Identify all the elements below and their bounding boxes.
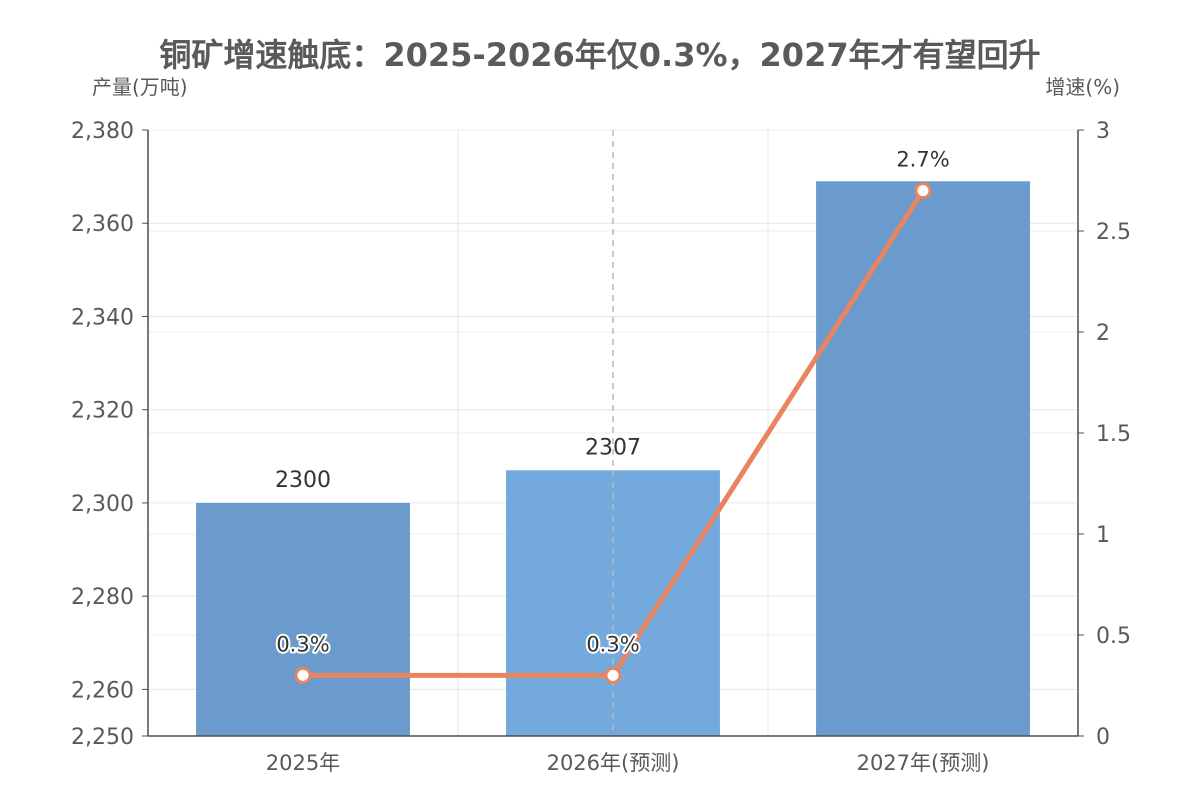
bar — [816, 181, 1030, 736]
right-tick-label: 3 — [1096, 119, 1110, 144]
bar-value-label: 2300 — [275, 468, 331, 493]
left-tick-label: 2,360 — [71, 212, 134, 237]
x-tick-label: 2025年 — [266, 751, 340, 775]
left-axis-title: 产量(万吨) — [92, 75, 188, 99]
growth-point — [294, 666, 312, 684]
x-tick-label: 2027年(预测) — [857, 751, 990, 775]
right-tick-label: 0.5 — [1096, 624, 1131, 649]
right-tick-label: 0 — [1096, 725, 1110, 750]
growth-value-label: 2.7% — [896, 148, 949, 172]
growth-value-label: 0.3% — [276, 632, 329, 656]
right-tick-label: 2 — [1096, 321, 1110, 346]
growth-point — [604, 666, 622, 684]
left-tick-label: 2,300 — [71, 492, 134, 517]
growth-point — [914, 182, 932, 200]
x-tick-label: 2026年(预测) — [547, 751, 680, 775]
right-tick-label: 2.5 — [1096, 220, 1131, 245]
label-layer: 2300 2307 0.3% 0.3% 2.7% — [274, 146, 951, 659]
axis-layer: 2,250 2,260 2,280 2,300 2,320 2,340 2,360 2,380… — [71, 119, 1131, 775]
left-tick-label: 2,340 — [71, 305, 134, 330]
left-tick-label: 2,320 — [71, 399, 134, 424]
left-tick-label: 2,260 — [71, 678, 134, 703]
line-layer — [294, 182, 932, 684]
left-tick-label: 2,280 — [71, 585, 134, 610]
growth-value-label: 0.3% — [586, 632, 639, 656]
bar — [196, 502, 410, 736]
left-tick-label: 2,380 — [71, 119, 134, 144]
left-tick-label: 2,250 — [71, 725, 134, 750]
right-axis-title: 增速(%) — [1045, 75, 1120, 99]
right-tick-label: 1.5 — [1096, 422, 1131, 447]
bar-value-label: 2307 — [585, 435, 641, 460]
right-tick-label: 1 — [1096, 523, 1110, 548]
chart-title: 铜矿增速触底：2025-2026年仅0.3%，2027年才有望回升 — [159, 36, 1040, 74]
